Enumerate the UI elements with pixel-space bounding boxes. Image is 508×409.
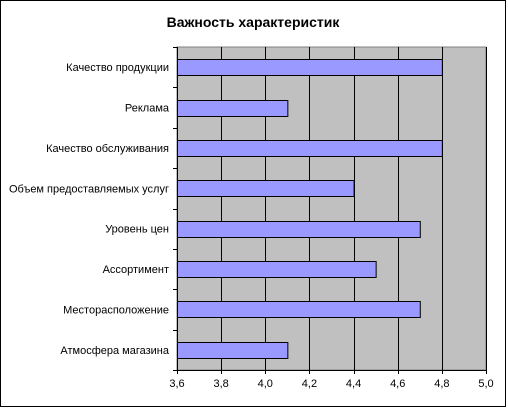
chart-title: Важность характеристик [166, 14, 340, 30]
bar [177, 342, 289, 359]
bar [177, 301, 421, 318]
x-tick-label: 4,6 [390, 378, 405, 390]
x-tick-label: 4,0 [258, 378, 273, 390]
x-tick-label: 4,2 [302, 378, 317, 390]
category-label: Уровень цен [105, 224, 169, 236]
category-label: Объем предоставляемых услуг [9, 183, 169, 195]
category-label: Качество обслуживания [46, 143, 169, 155]
category-label: Ассортимент [103, 264, 169, 276]
category-label: Месторасположение [63, 304, 169, 316]
bar [177, 180, 355, 197]
bar [177, 261, 377, 278]
x-tick-label: 3,8 [213, 378, 228, 390]
category-label: Качество продукции [66, 62, 169, 74]
axes [173, 47, 487, 374]
plot-area [176, 46, 487, 371]
x-tick-label: 4,4 [346, 378, 361, 390]
tick-labels: 3,6 3,8 4,0 4,2 4,4 4,6 4,8 5,0 [169, 378, 493, 390]
category-label: Реклама [125, 103, 170, 115]
bars [177, 59, 443, 359]
category-labels: Качество продукции Реклама Качество обслуж… [9, 62, 170, 357]
bar [177, 140, 443, 157]
bar [177, 221, 421, 238]
x-tick-label: 4,8 [434, 378, 449, 390]
bar [177, 100, 289, 117]
x-tick-label: 5,0 [478, 378, 493, 390]
category-label: Атмосфера магазина [60, 345, 169, 357]
bar [177, 59, 443, 76]
x-tick-label: 3,6 [169, 378, 184, 390]
